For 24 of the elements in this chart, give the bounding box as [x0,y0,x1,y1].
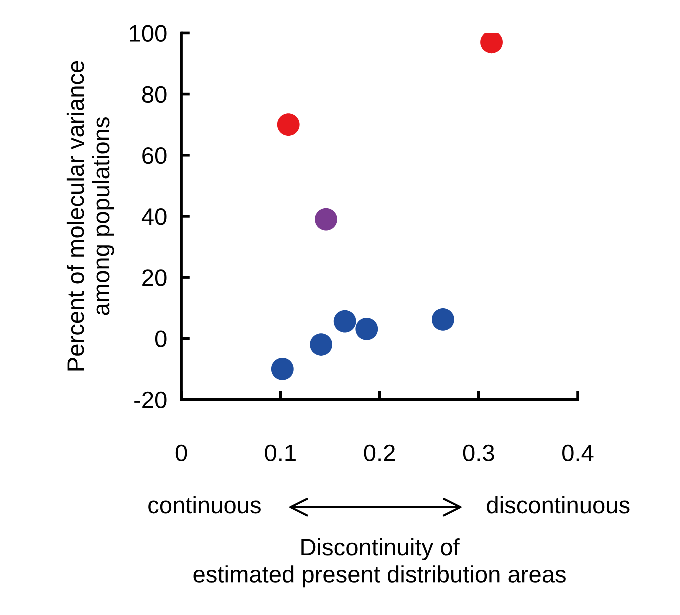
point [356,318,378,340]
y-tick-label: 20 [142,270,167,286]
x-tick-label: 0.4 [562,444,594,462]
text: discontinuous [487,496,630,514]
y-tick-label: 80 [142,86,167,104]
x-axis-title: Discontinuity of estimated present distribution areas [194,538,566,588]
y-tick-label: 0 [155,330,167,348]
point [334,310,356,333]
y-axis-title: Percent of molecular variance among populations [66,61,114,371]
x-tick-label: 0.3 [463,444,494,462]
point [271,358,294,380]
y-tick-label: 40 [142,208,167,226]
point [277,114,300,136]
y-tick-label: 100 [130,25,167,42]
point [315,208,338,231]
point [432,308,454,331]
x-tick-label: 0 [176,444,188,462]
y-tick-label: 60 [142,147,167,164]
x-tick-label: 0.2 [364,444,396,462]
point [310,334,333,356]
text: continuous [148,496,261,514]
y-tick-label: -20 [134,392,167,409]
x-tick-label: 0.1 [265,444,296,462]
point [480,33,503,54]
